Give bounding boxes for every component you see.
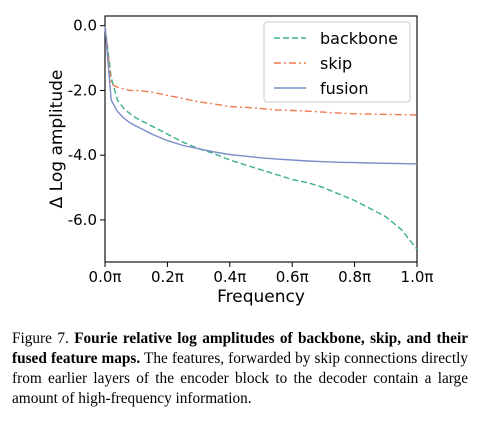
x-tick-label: 0.2π	[151, 268, 184, 286]
x-tick-label: 1.0π	[401, 268, 434, 286]
caption-label: Figure 7.	[12, 330, 69, 347]
caption-body: The features, forwarded by skip connecti…	[12, 350, 468, 407]
series-line-skip	[104, 25, 418, 116]
x-tick-label: 0.4π	[213, 268, 246, 286]
ticks-layer: 0.0π 0.2π 0.4π 0.6π 0.8π 1.0π 0.0 -2.0 -4.0 -6.0	[68, 17, 434, 286]
y-tick-label: -6.0	[68, 211, 97, 229]
y-axis-label: Δ Log amplitude	[47, 70, 67, 209]
legend-label-skip: skip	[320, 54, 352, 73]
y-tick-label: 0.0	[73, 17, 97, 35]
legend-label-fusion: fusion	[320, 79, 368, 98]
series-line-backbone	[104, 25, 418, 250]
legend-box	[263, 21, 411, 103]
series-layer	[104, 25, 418, 250]
y-tick-label: -2.0	[68, 81, 97, 99]
plot-frame	[104, 15, 418, 263]
x-tick-label: 0.6π	[276, 268, 309, 286]
caption-title: Fourie relative log amplitudes of backbo…	[12, 330, 468, 367]
x-tick-label: 0.0π	[89, 268, 122, 286]
y-tick-label: -4.0	[68, 146, 97, 164]
x-tick-label: 0.8π	[338, 268, 371, 286]
x-axis-label: Frequency	[217, 287, 305, 307]
plot-area	[104, 15, 418, 263]
line-chart: 0.0π 0.2π 0.4π 0.6π 0.8π 1.0π0.0-2.0-4.0-6.0 …	[47, 15, 434, 307]
figure-caption: Figure 7. Fourie relative log amplitudes…	[12, 329, 468, 409]
series-line-fusion	[104, 25, 418, 165]
legend-label-backbone: backbone	[320, 29, 398, 48]
legend: backbone skip fusion	[263, 21, 411, 103]
